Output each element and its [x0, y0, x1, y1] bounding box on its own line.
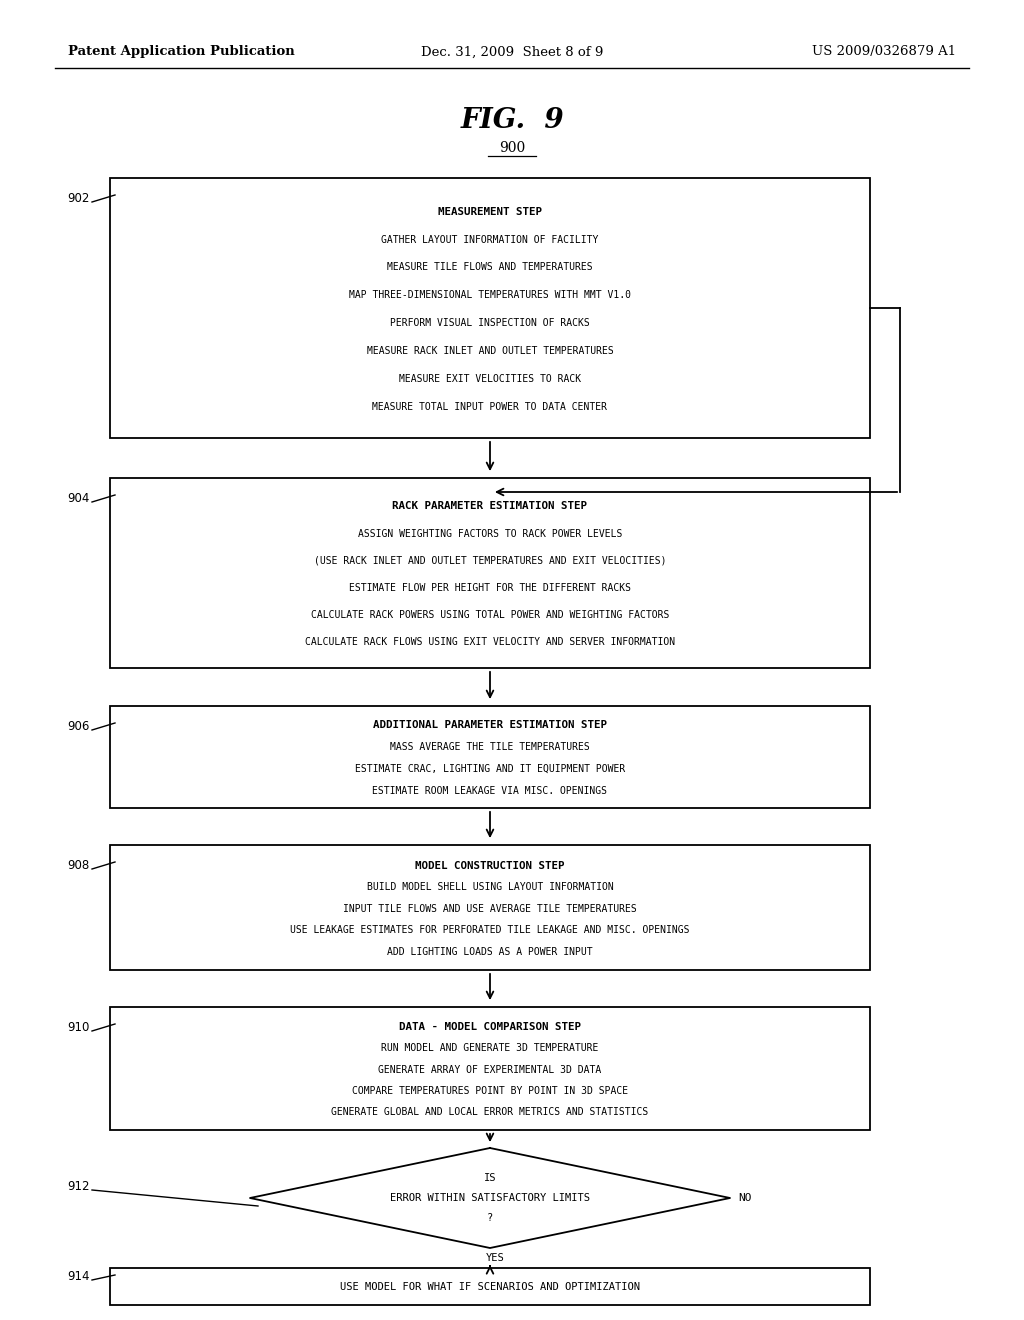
Text: ASSIGN WEIGHTING FACTORS TO RACK POWER LEVELS: ASSIGN WEIGHTING FACTORS TO RACK POWER L… [357, 528, 623, 539]
Text: 908: 908 [68, 859, 90, 873]
Text: ESTIMATE ROOM LEAKAGE VIA MISC. OPENINGS: ESTIMATE ROOM LEAKAGE VIA MISC. OPENINGS [373, 785, 607, 796]
Text: DATA - MODEL COMPARISON STEP: DATA - MODEL COMPARISON STEP [399, 1022, 581, 1032]
Bar [110, 845, 870, 970]
Text: USE MODEL FOR WHAT IF SCENARIOS AND OPTIMIZATION: USE MODEL FOR WHAT IF SCENARIOS AND OPTI… [340, 1282, 640, 1291]
Bar [110, 706, 870, 808]
Text: GATHER LAYOUT INFORMATION OF FACILITY: GATHER LAYOUT INFORMATION OF FACILITY [381, 235, 599, 244]
Text: US 2009/0326879 A1: US 2009/0326879 A1 [812, 45, 956, 58]
Text: 902: 902 [68, 191, 90, 205]
Text: INPUT TILE FLOWS AND USE AVERAGE TILE TEMPERATURES: INPUT TILE FLOWS AND USE AVERAGE TILE TE… [343, 904, 637, 913]
Text: 910: 910 [68, 1020, 90, 1034]
Text: PERFORM VISUAL INSPECTION OF RACKS: PERFORM VISUAL INSPECTION OF RACKS [390, 318, 590, 329]
Text: CALCULATE RACK FLOWS USING EXIT VELOCITY AND SERVER INFORMATION: CALCULATE RACK FLOWS USING EXIT VELOCITY… [305, 638, 675, 647]
Text: MASS AVERAGE THE TILE TEMPERATURES: MASS AVERAGE THE TILE TEMPERATURES [390, 742, 590, 752]
Text: MEASURE TOTAL INPUT POWER TO DATA CENTER: MEASURE TOTAL INPUT POWER TO DATA CENTER [373, 403, 607, 412]
Text: NO: NO [738, 1193, 752, 1203]
Bar [110, 1007, 870, 1130]
Text: MEASURE TILE FLOWS AND TEMPERATURES: MEASURE TILE FLOWS AND TEMPERATURES [387, 263, 593, 272]
Text: 912: 912 [68, 1180, 90, 1193]
Text: 900: 900 [499, 141, 525, 154]
Text: ERROR WITHIN SATISFACTORY LIMITS: ERROR WITHIN SATISFACTORY LIMITS [390, 1193, 590, 1203]
Text: MODEL CONSTRUCTION STEP: MODEL CONSTRUCTION STEP [416, 861, 565, 871]
Bar [110, 1269, 870, 1305]
Text: CALCULATE RACK POWERS USING TOTAL POWER AND WEIGHTING FACTORS: CALCULATE RACK POWERS USING TOTAL POWER … [311, 610, 670, 620]
Text: ESTIMATE FLOW PER HEIGHT FOR THE DIFFERENT RACKS: ESTIMATE FLOW PER HEIGHT FOR THE DIFFERE… [349, 583, 631, 593]
Text: ADDITIONAL PARAMETER ESTIMATION STEP: ADDITIONAL PARAMETER ESTIMATION STEP [373, 721, 607, 730]
Text: BUILD MODEL SHELL USING LAYOUT INFORMATION: BUILD MODEL SHELL USING LAYOUT INFORMATI… [367, 882, 613, 892]
Text: (USE RACK INLET AND OUTLET TEMPERATURES AND EXIT VELOCITIES): (USE RACK INLET AND OUTLET TEMPERATURES … [313, 556, 667, 566]
Text: GENERATE ARRAY OF EXPERIMENTAL 3D DATA: GENERATE ARRAY OF EXPERIMENTAL 3D DATA [379, 1064, 602, 1074]
Text: Dec. 31, 2009  Sheet 8 of 9: Dec. 31, 2009 Sheet 8 of 9 [421, 45, 603, 58]
Text: ESTIMATE CRAC, LIGHTING AND IT EQUIPMENT POWER: ESTIMATE CRAC, LIGHTING AND IT EQUIPMENT… [355, 764, 625, 774]
Text: USE LEAKAGE ESTIMATES FOR PERFORATED TILE LEAKAGE AND MISC. OPENINGS: USE LEAKAGE ESTIMATES FOR PERFORATED TIL… [290, 925, 690, 935]
Polygon shape [250, 1148, 730, 1247]
Text: Patent Application Publication: Patent Application Publication [68, 45, 295, 58]
Text: YES: YES [485, 1253, 505, 1263]
Text: IS: IS [483, 1173, 497, 1183]
Text: MEASURE RACK INLET AND OUTLET TEMPERATURES: MEASURE RACK INLET AND OUTLET TEMPERATUR… [367, 346, 613, 356]
Text: 904: 904 [68, 492, 90, 506]
Text: COMPARE TEMPERATURES POINT BY POINT IN 3D SPACE: COMPARE TEMPERATURES POINT BY POINT IN 3… [352, 1086, 628, 1096]
Text: MEASURE EXIT VELOCITIES TO RACK: MEASURE EXIT VELOCITIES TO RACK [399, 375, 581, 384]
Text: 906: 906 [68, 719, 90, 733]
Bar [110, 478, 870, 668]
Text: ADD LIGHTING LOADS AS A POWER INPUT: ADD LIGHTING LOADS AS A POWER INPUT [387, 946, 593, 957]
Text: RUN MODEL AND GENERATE 3D TEMPERATURE: RUN MODEL AND GENERATE 3D TEMPERATURE [381, 1043, 599, 1053]
Text: FIG.  9: FIG. 9 [460, 107, 564, 133]
Text: GENERATE GLOBAL AND LOCAL ERROR METRICS AND STATISTICS: GENERATE GLOBAL AND LOCAL ERROR METRICS … [332, 1107, 648, 1117]
Text: MEASUREMENT STEP: MEASUREMENT STEP [438, 206, 542, 216]
Text: RACK PARAMETER ESTIMATION STEP: RACK PARAMETER ESTIMATION STEP [392, 502, 588, 511]
Text: 914: 914 [68, 1270, 90, 1283]
Text: MAP THREE-DIMENSIONAL TEMPERATURES WITH MMT V1.0: MAP THREE-DIMENSIONAL TEMPERATURES WITH … [349, 290, 631, 301]
Text: ?: ? [486, 1213, 494, 1224]
Bar [110, 178, 870, 438]
